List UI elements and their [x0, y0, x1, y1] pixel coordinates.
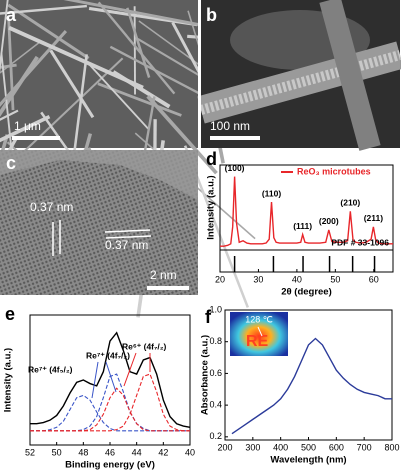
peak-label: (210): [340, 198, 360, 208]
x-tick-label: 700: [357, 442, 372, 452]
x-axis-label: 2θ (degree): [281, 287, 332, 298]
scale-bar-label: 100 nm: [210, 119, 250, 133]
panel-label: d: [206, 149, 217, 169]
x-tick-label: 800: [384, 442, 399, 452]
x-tick-label: 20: [215, 274, 225, 284]
data-line: [231, 337, 392, 435]
panel-label: f: [205, 307, 212, 327]
annotation-arrow: [123, 352, 137, 387]
y-tick-label: 0.6: [209, 368, 222, 378]
nanowire: [63, 0, 210, 29]
nanowire: [142, 96, 156, 159]
data-line: [30, 331, 191, 428]
scale-bar-label: 2 nm: [150, 268, 177, 282]
data-line: [220, 176, 393, 247]
nanowire: [97, 1, 176, 95]
panel-label: a: [6, 5, 17, 25]
data-line: [30, 373, 190, 432]
panel-label: c: [6, 153, 16, 173]
y-axis-label: Intensity (a.u.): [206, 175, 217, 239]
scale-bar: [147, 286, 189, 290]
nanowire: [0, 0, 9, 74]
x-tick-label: 44: [132, 447, 142, 457]
peak-label: (200): [319, 216, 339, 226]
nanowire: [49, 49, 95, 119]
peak-label: (100): [225, 163, 245, 173]
thermal-inset: RE: [230, 312, 288, 356]
nanowire: [146, 95, 218, 175]
y-tick-label: 0.8: [209, 336, 222, 346]
peak-annotation: Re⁷⁺ (4f₇/₂): [86, 350, 130, 360]
peak-annotation: Re⁶⁺ (4f₇/₂): [122, 341, 167, 351]
data-line: [30, 387, 190, 432]
y-axis-label: Absorbance (a.u.): [200, 335, 211, 415]
lattice-spacing: 0.37 nm: [30, 200, 73, 214]
panel-label: e: [5, 304, 15, 324]
micrograph-c: [0, 150, 198, 295]
data-line: [30, 373, 190, 432]
x-tick-label: 200: [217, 442, 232, 452]
annotation-arrow: [91, 361, 99, 399]
x-tick-label: 30: [253, 274, 263, 284]
nanowire: [126, 7, 151, 78]
nanowire: [0, 109, 19, 121]
x-tick-label: 42: [158, 447, 168, 457]
x-tick-label: 50: [330, 274, 340, 284]
peak-label: (211): [364, 213, 384, 223]
y-tick-label: 0.4: [209, 399, 222, 409]
scale-bar: [12, 136, 60, 140]
nanowire: [7, 20, 15, 111]
nanowire: [0, 115, 51, 143]
plot-frame: [219, 164, 394, 273]
annotation-arrow: [105, 361, 117, 393]
svg-text:RE: RE: [246, 333, 269, 350]
x-axis-label: Binding energy (eV): [65, 460, 155, 471]
scale-bar: [210, 136, 260, 140]
legend-label: ReO₃ microtubes: [297, 166, 371, 176]
reference-label: PDF # 33-1096: [331, 237, 389, 247]
x-tick-label: 600: [329, 442, 344, 452]
x-tick-label: 40: [185, 447, 195, 457]
y-axis-label: Intensity (a.u.): [3, 348, 14, 412]
nanowire: [7, 3, 90, 60]
x-tick-label: 40: [292, 274, 302, 284]
x-tick-label: 46: [105, 447, 115, 457]
lattice-spacing: 0.37 nm: [105, 238, 148, 252]
panel-label: b: [206, 5, 217, 25]
micrograph-b: [197, 0, 401, 151]
x-tick-label: 48: [78, 447, 88, 457]
x-tick-label: 500: [301, 442, 316, 452]
x-tick-label: 300: [245, 442, 260, 452]
x-tick-label: 400: [273, 442, 288, 452]
data-line: [30, 394, 190, 432]
nanowire: [8, 25, 144, 90]
peak-label: (111): [293, 221, 312, 231]
scale-bar-label: 1 μm: [14, 119, 41, 133]
plot-frame: [29, 314, 191, 446]
x-axis-label: Wavelength (nm): [270, 455, 346, 466]
inset-label: 128 ℃: [245, 314, 273, 324]
y-tick-label: 1.0: [209, 304, 222, 314]
peak-label: (110): [262, 188, 282, 198]
y-tick-label: 0.2: [209, 431, 222, 441]
nanowire: [88, 63, 150, 131]
x-tick-label: 50: [52, 447, 62, 457]
nanowire: [0, 4, 87, 15]
clip-right: [198, 0, 201, 148]
x-tick-label: 60: [369, 274, 379, 284]
peak-annotation: Re⁷⁺ (4f₅/₂): [28, 364, 73, 374]
x-tick-label: 52: [25, 447, 35, 457]
